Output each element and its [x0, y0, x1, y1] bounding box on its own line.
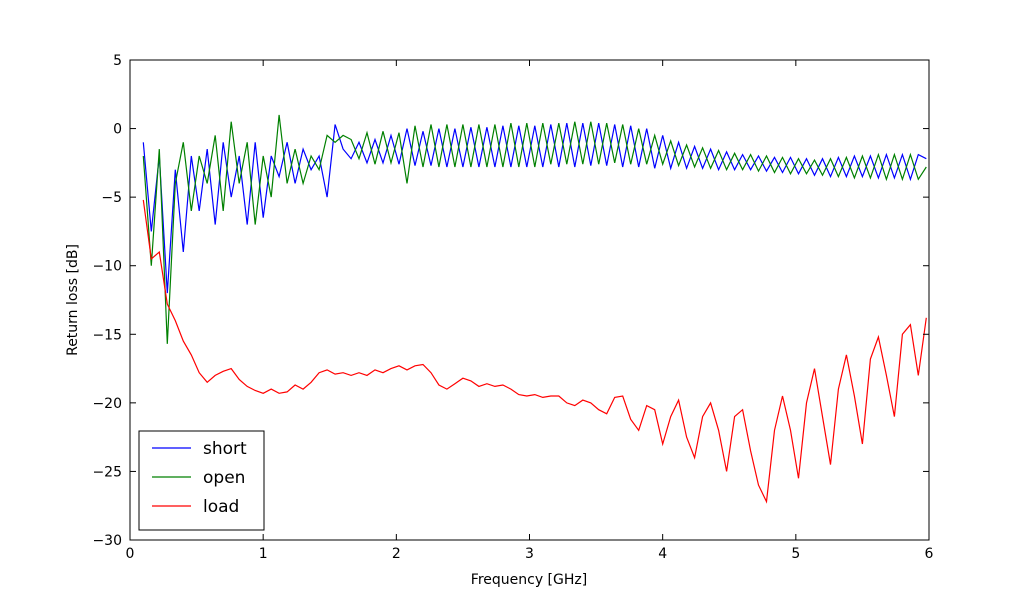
x-tick-label: 2	[392, 546, 401, 562]
x-tick-label: 1	[259, 546, 268, 562]
x-tick-label: 4	[658, 546, 667, 562]
y-tick-label: −15	[92, 327, 122, 343]
legend-label: open	[203, 468, 245, 488]
y-tick-label: −10	[92, 259, 122, 275]
legend-label: load	[203, 497, 239, 517]
y-tick-label: 0	[113, 122, 122, 138]
x-tick-label: 3	[525, 546, 534, 562]
y-tick-label: −5	[101, 190, 122, 206]
line-series	[142, 122, 927, 294]
line-series	[142, 199, 927, 504]
y-axis-label: Return loss [dB]	[65, 244, 81, 356]
line-series	[142, 114, 927, 344]
y-tick-label: 5	[113, 53, 122, 69]
y-tick-label: −30	[92, 533, 122, 549]
y-tick-label: −25	[92, 464, 122, 480]
x-axis-label: Frequency [GHz]	[471, 572, 587, 588]
legend-label: short	[203, 439, 247, 459]
y-tick-label: −20	[92, 396, 122, 412]
x-tick-label: 0	[126, 546, 135, 562]
x-tick-label: 5	[791, 546, 800, 562]
x-tick-label: 6	[925, 546, 934, 562]
